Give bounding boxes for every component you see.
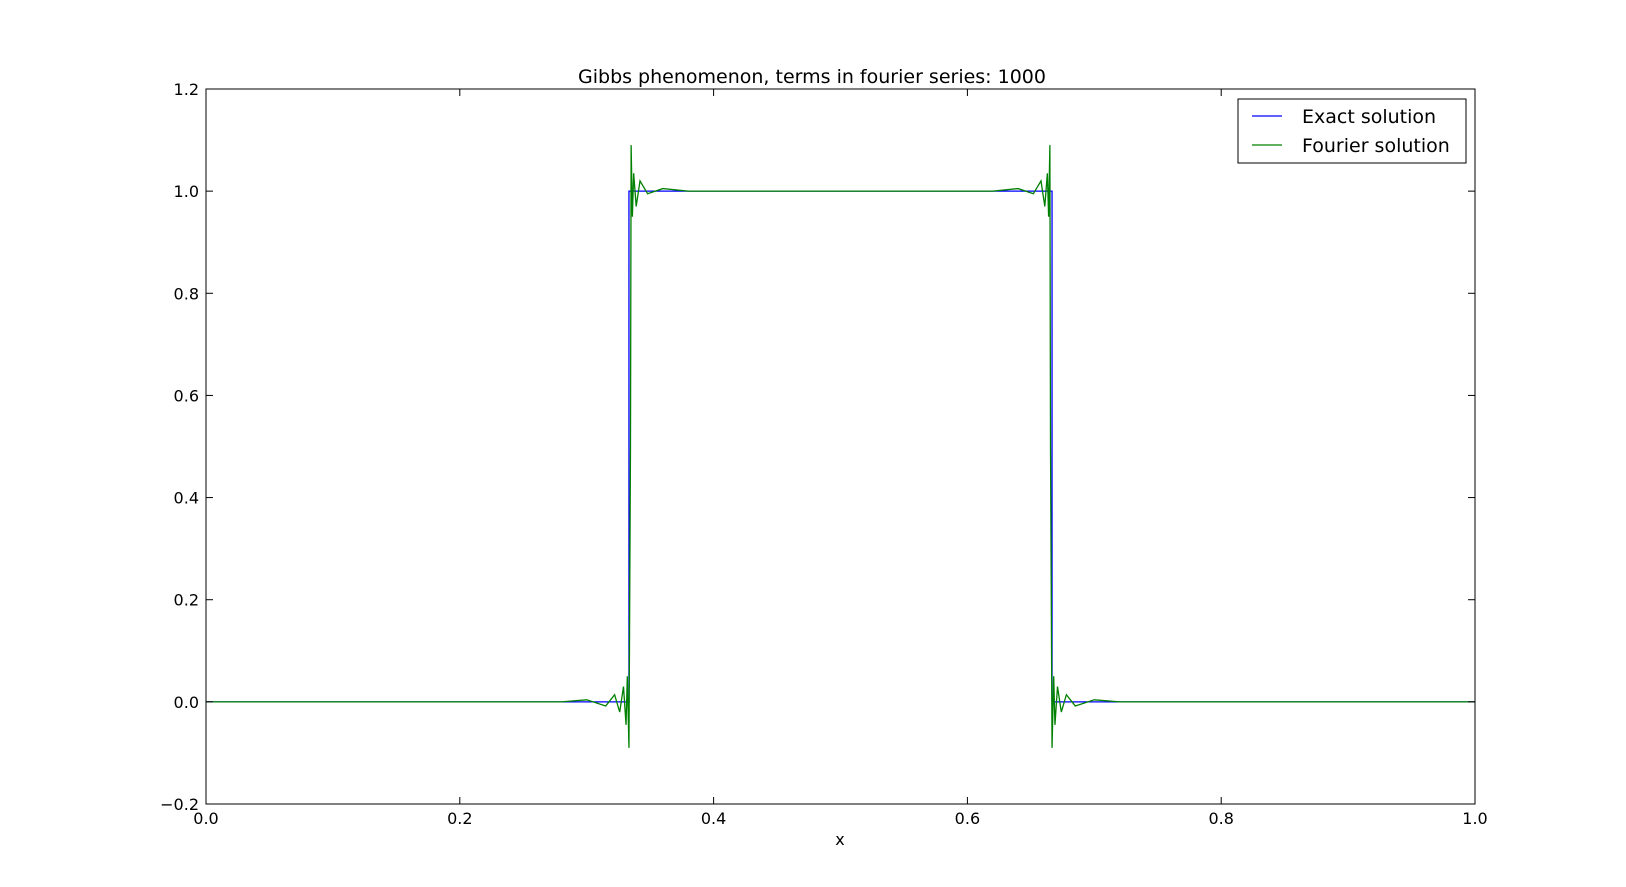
x-axis-label: x: [835, 830, 844, 849]
y-tick-label: 0.0: [174, 693, 199, 712]
x-tick-label: 0.4: [701, 809, 726, 828]
legend: Exact solution Fourier solution: [1237, 98, 1467, 164]
axes-layer: 0.0 0.2 0.4 0.6 0.8 1.0−0.20.00.20.40.60.81.0…: [160, 80, 1488, 828]
series-line-exact: [206, 190, 1475, 703]
y-tick-label: 1.2: [174, 80, 199, 99]
x-tick-label: 0.2: [447, 809, 472, 828]
legend-box: [1237, 98, 1467, 164]
y-tick-label: 0.2: [174, 591, 199, 610]
y-tick-label: 1.0: [174, 182, 199, 201]
y-tick-label: 0.4: [174, 489, 199, 508]
x-tick-label: 0.6: [955, 809, 980, 828]
x-tick-label: 0.8: [1208, 809, 1233, 828]
series-layer: [206, 145, 1475, 748]
plot-frame: [205, 88, 1476, 805]
legend-label: Exact solution: [1302, 106, 1436, 128]
x-tick-label: 1.0: [1462, 809, 1487, 828]
y-tick-label: 0.6: [174, 386, 199, 405]
legend-label: Fourier solution: [1302, 135, 1450, 157]
x-tick-label: 0.0: [193, 809, 218, 828]
chart-title: Gibbs phenomenon, terms in fourier serie…: [578, 66, 1046, 88]
series-line-fourier: [206, 145, 1475, 748]
y-tick-label: −0.2: [160, 795, 199, 814]
y-tick-label: 0.8: [174, 284, 199, 303]
